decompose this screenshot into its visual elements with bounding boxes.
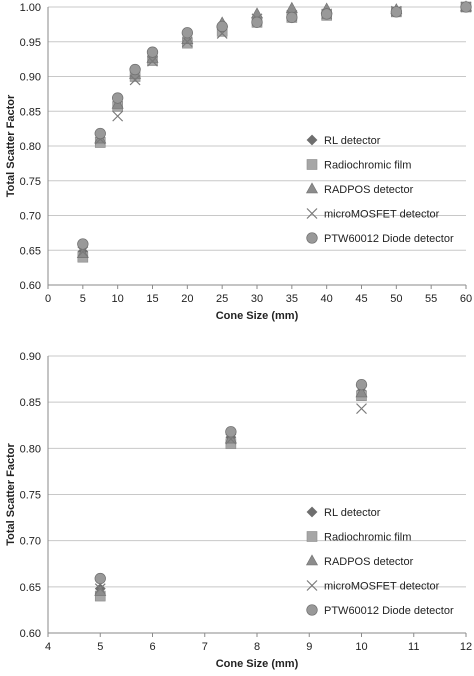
x-tick-label: 9 [306, 641, 312, 653]
x-tick-label: 6 [149, 641, 155, 653]
legend-marker [306, 134, 318, 146]
legend-label: Radiochromic film [324, 532, 411, 544]
legend-label: RADPOS detector [324, 184, 414, 196]
data-point [94, 584, 107, 596]
legend-label: microMOSFET detector [324, 209, 440, 221]
x-axis-title: Cone Size (mm) [216, 310, 299, 322]
x-axis-title: Cone Size (mm) [216, 658, 299, 670]
legend-label: PTW60012 Diode detector [324, 605, 454, 617]
x-tick-label: 10 [355, 641, 367, 653]
legend-label: microMOSFET detector [324, 581, 440, 593]
x-tick-label: 11 [408, 641, 419, 653]
x-tick-label: 4 [45, 641, 51, 653]
data-point [129, 74, 141, 86]
y-tick-label: 0.70 [20, 536, 41, 548]
legend-label: RL detector [324, 507, 381, 519]
data-point [147, 55, 158, 67]
x-tick-label: 0 [45, 293, 51, 305]
x-tick-label: 7 [202, 641, 208, 653]
legend-marker [306, 531, 318, 542]
data-point [225, 426, 237, 438]
legend: RL detector Radiochromic film RADPOS detec… [305, 134, 454, 245]
legend-label: Radiochromic film [324, 160, 411, 172]
data-point [355, 386, 368, 398]
legend-marker [306, 159, 318, 170]
legend-marker [305, 182, 319, 194]
data-point [460, 1, 472, 13]
x-tick-label: 5 [80, 293, 86, 305]
x-tick-label: 45 [355, 293, 367, 305]
legend-marker [306, 208, 318, 219]
series-circle [77, 1, 472, 250]
data-point [146, 46, 159, 58]
y-tick-label: 0.85 [20, 106, 41, 118]
data-point [390, 6, 402, 18]
legend-marker [305, 554, 319, 566]
x-tick-label: 12 [460, 641, 472, 653]
data-point [355, 378, 368, 391]
series-square [94, 390, 367, 602]
data-point [224, 432, 237, 444]
y-tick-label: 0.80 [20, 141, 41, 153]
x-tick-label: 5 [97, 641, 103, 653]
chart-1: 0.60 0.65 0.70 0.75 0.80 0.85 0.90 0.95 1.00 0 5 10… [5, 0, 472, 322]
x-tick-label: 40 [321, 293, 333, 305]
series-circle [94, 378, 368, 585]
y-tick-label: 0.85 [20, 397, 41, 409]
y-axis-title: Total Scatter Factor [5, 94, 17, 197]
x-tick-label: 15 [146, 293, 158, 305]
y-axis-title: Total Scatter Factor [5, 443, 17, 546]
legend-marker [306, 506, 318, 518]
data-point [94, 127, 106, 140]
x-tick-label: 60 [460, 293, 472, 305]
x-tick-label: 50 [390, 293, 402, 305]
x-tick-label: 55 [425, 293, 437, 305]
x-tick-label: 20 [181, 293, 193, 305]
series-square [77, 1, 472, 263]
y-tick-label: 0.70 [20, 211, 41, 223]
y-tick-label: 0.60 [20, 280, 41, 292]
y-tick-label: 0.65 [20, 245, 41, 257]
chart-2: 0.60 0.65 0.70 0.75 0.80 0.85 0.90 4 5 6 7 8 9 10 11 12… [5, 351, 472, 670]
x-tick-label: 30 [251, 293, 263, 305]
data-point [112, 110, 124, 122]
x-tick-label: 35 [286, 293, 298, 305]
y-tick-label: 0.90 [20, 351, 41, 363]
data-point [94, 583, 106, 595]
y-tick-label: 0.75 [20, 176, 41, 188]
data-point [216, 20, 228, 33]
data-point [251, 16, 263, 28]
data-point [129, 63, 141, 76]
y-tick-label: 0.95 [20, 37, 41, 49]
x-tick-label: 10 [112, 293, 124, 305]
legend-label: PTW60012 Diode detector [324, 233, 454, 245]
series-triangle [94, 386, 368, 596]
y-tick-label: 0.60 [20, 628, 41, 640]
y-tick-label: 0.80 [20, 443, 41, 455]
legend-marker [306, 580, 318, 591]
legend: RL detector Radiochromic film RADPOS detec… [305, 506, 454, 617]
data-point [321, 8, 333, 20]
y-tick-label: 0.75 [20, 490, 41, 502]
legend-marker [306, 604, 318, 616]
legend-label: RADPOS detector [324, 556, 414, 568]
data-point [181, 27, 193, 39]
data-point [112, 92, 124, 104]
data-point [94, 572, 106, 585]
x-tick-label: 25 [216, 293, 228, 305]
y-tick-label: 0.65 [20, 582, 41, 594]
legend-label: RL detector [324, 135, 381, 147]
y-tick-label: 0.90 [20, 72, 41, 84]
legend-marker [306, 232, 318, 244]
data-point [77, 238, 89, 250]
data-point [286, 11, 298, 24]
data-point [356, 403, 367, 415]
x-tick-label: 8 [254, 641, 260, 653]
data-point [181, 36, 193, 48]
y-tick-label: 1.00 [20, 2, 41, 14]
data-point [250, 7, 264, 19]
